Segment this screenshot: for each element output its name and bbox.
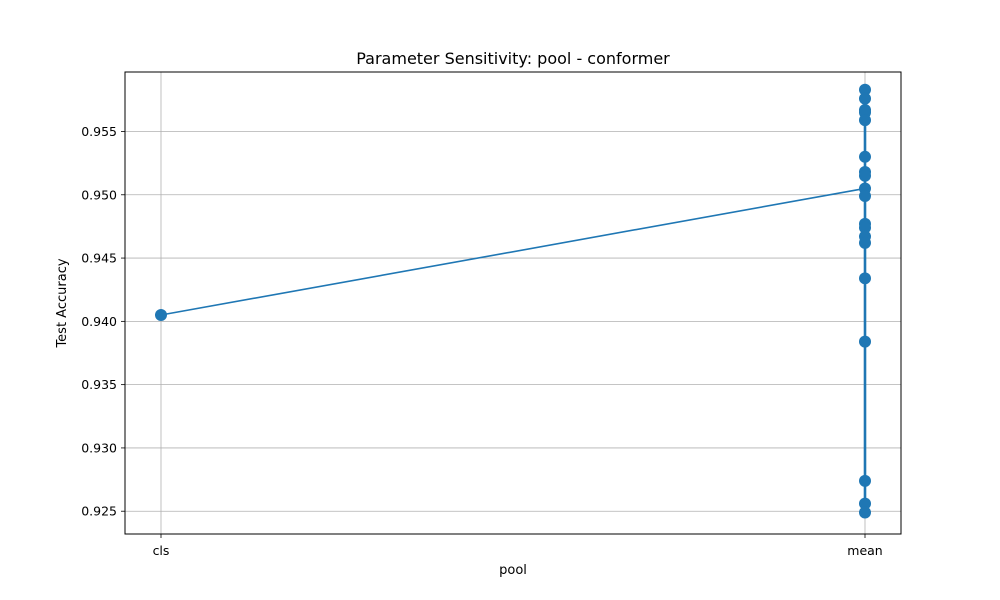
y-tick-label: 0.945: [81, 251, 117, 266]
data-point-mean: [859, 190, 871, 203]
data-point-mean: [859, 221, 871, 234]
plot-area-background: [125, 72, 901, 534]
data-point-mean: [859, 169, 871, 182]
y-tick-label: 0.940: [81, 314, 117, 329]
data-point-mean: [859, 506, 871, 519]
marker-layer: [155, 83, 871, 519]
x-axis-label: pool: [499, 563, 527, 578]
y-tick-label: 0.950: [81, 187, 117, 202]
y-tick-label: 0.935: [81, 377, 117, 392]
tick-layer: cls mean 0.925 0.930 0.935 0.940 0.945 0.950 0.9…: [81, 124, 883, 558]
summary-trend-line: [160, 187, 866, 316]
x-tick-label-mean: mean: [847, 543, 882, 558]
data-point-mean: [859, 272, 871, 285]
data-point-mean: [859, 474, 871, 487]
data-point-cls: [155, 309, 167, 322]
data-point-mean: [859, 114, 871, 127]
y-tick-label: 0.925: [81, 504, 117, 519]
x-tick-label-cls: cls: [153, 543, 170, 558]
data-point-mean: [859, 236, 871, 249]
data-point-mean: [859, 497, 871, 510]
chart-title: Parameter Sensitivity: pool - conformer: [356, 49, 670, 68]
y-tick-label: 0.955: [81, 124, 117, 139]
y-axis-label: Test Accuracy: [55, 258, 70, 348]
data-point-mean: [859, 150, 871, 163]
data-point-mean: [859, 335, 871, 348]
y-tick-label: 0.930: [81, 440, 117, 455]
data-point-mean: [859, 83, 871, 96]
plot-frame: [124, 71, 902, 535]
data-point-mean: [859, 92, 871, 105]
